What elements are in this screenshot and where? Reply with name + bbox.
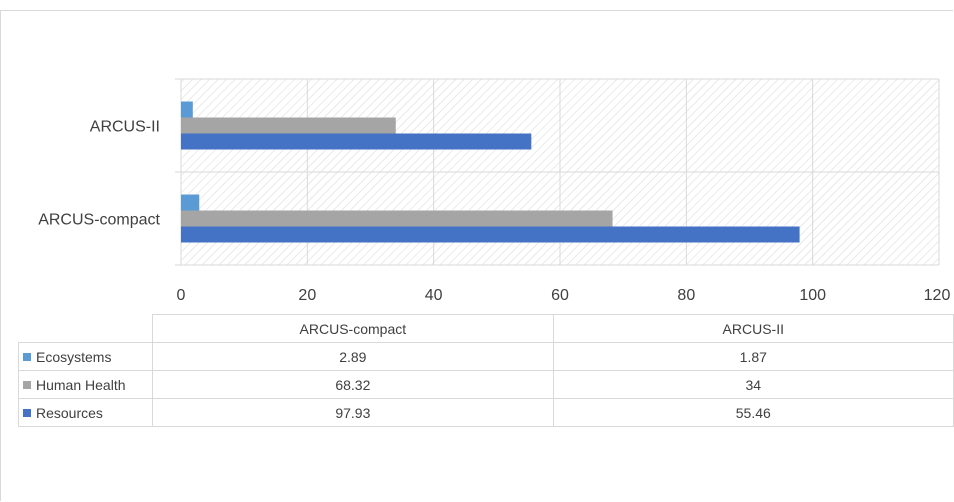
bar-human-health: [181, 117, 396, 134]
data-table-col-header: ARCUS-compact: [152, 314, 554, 343]
data-table-row-header: Resources: [17, 398, 154, 427]
legend-label-resources: Resources: [36, 404, 103, 421]
legend-swatch-ecosystems: [23, 352, 31, 361]
x-tick-label: 0: [177, 287, 186, 300]
bar-resources: [181, 133, 532, 150]
chart-frame: [0, 10, 953, 501]
data-table-row: Resources 97.93 55.46: [17, 398, 954, 427]
x-tick-label: 60: [551, 287, 569, 300]
x-tick-label: 40: [425, 287, 443, 300]
category-label: ARCUS-compact: [38, 212, 160, 229]
legend-swatch-resources: [23, 408, 31, 417]
x-tick-label: 120: [924, 287, 951, 300]
bar-human-health: [181, 210, 613, 227]
data-table: ARCUS-compact ARCUS-II Ecosystems 2.89 1…: [17, 314, 954, 427]
bar-ecosystems: [181, 101, 193, 118]
data-table-corner: [18, 314, 154, 343]
data-table-col-header: ARCUS-II: [552, 314, 954, 343]
legend-swatch-human-health: [23, 380, 31, 389]
data-table-row: Human Health 68.32 34: [17, 370, 954, 399]
x-tick-label: 20: [298, 287, 316, 300]
data-table-cell: 2.89: [152, 342, 554, 371]
bar-resources: [181, 226, 800, 243]
data-table-cell: 34: [552, 370, 954, 399]
chart-plot: ARCUS-compact ARCUS-II 0 20 40 60 80 100 120: [38, 78, 951, 300]
data-table-header-row: ARCUS-compact ARCUS-II: [18, 314, 954, 343]
data-table-cell: 1.87: [552, 342, 954, 371]
data-table-row-header: Ecosystems: [17, 342, 154, 371]
data-table-row-header: Human Health: [17, 370, 154, 399]
bar-ecosystems: [181, 194, 200, 211]
data-table-cell: 97.93: [152, 398, 554, 427]
legend-label-human-health: Human Health: [36, 376, 126, 393]
x-tick-label: 80: [677, 287, 695, 300]
data-table-row: Ecosystems 2.89 1.87: [17, 342, 954, 371]
x-tick-label: 100: [799, 287, 826, 300]
legend-label-ecosystems: Ecosystems: [36, 348, 112, 365]
data-table-cell: 55.46: [552, 398, 954, 427]
data-table-cell: 68.32: [152, 370, 554, 399]
category-label: ARCUS-II: [90, 119, 160, 136]
